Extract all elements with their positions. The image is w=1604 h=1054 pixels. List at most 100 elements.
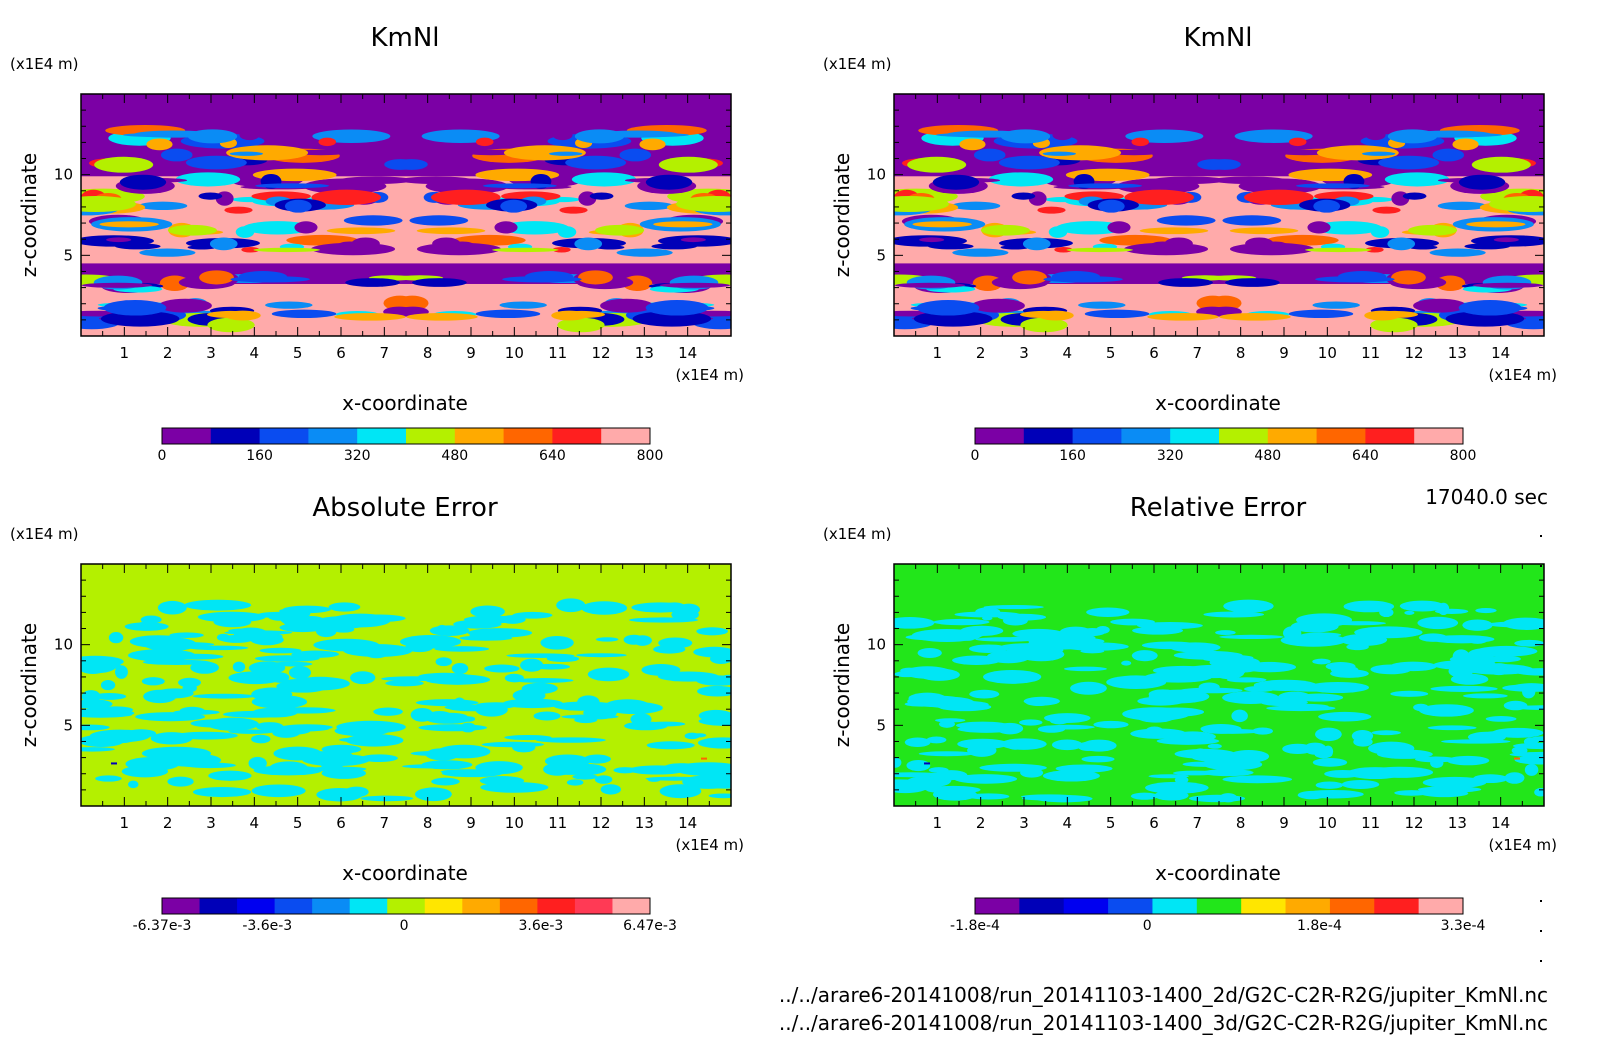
colorbar-label: 6.47e-3	[623, 918, 677, 934]
colorbar-label: 0	[400, 918, 409, 934]
contour-patch	[125, 729, 157, 738]
contour-patch	[675, 196, 731, 213]
contour-patch	[1149, 698, 1167, 703]
contour-patch	[954, 774, 1018, 784]
chart-title: Relative Error	[1130, 493, 1307, 523]
contour-patch	[959, 138, 986, 151]
colorbar-label: 800	[1450, 448, 1477, 464]
contour-patch	[980, 224, 1030, 236]
contour-patch	[1514, 668, 1544, 676]
contour-patch	[646, 721, 686, 727]
contour-patch	[410, 707, 434, 722]
contour-patch	[1068, 183, 1143, 189]
contour-patch	[1156, 215, 1216, 226]
contour-patch	[281, 678, 312, 689]
contour-patch	[1001, 643, 1063, 650]
contour-patch	[273, 746, 322, 761]
contour-patch	[385, 680, 424, 687]
contour-patch	[360, 754, 398, 763]
contour-patch	[158, 298, 212, 313]
x-tick-label: 10	[505, 814, 524, 832]
x-tick-label: 2	[163, 344, 173, 362]
contour-patch	[1432, 148, 1465, 162]
contour-patch	[1315, 276, 1395, 283]
contour-patch	[1202, 769, 1254, 777]
contour-patch	[434, 646, 490, 652]
contour-patch	[1107, 221, 1131, 234]
colorbar-label: 0	[1143, 918, 1152, 934]
contour-patch	[919, 237, 945, 243]
contour-patch	[363, 645, 390, 659]
contour-patch	[981, 616, 993, 621]
x-tick-label: 8	[423, 344, 433, 362]
contour-patch	[251, 784, 306, 798]
colorbar-label: -1.8e-4	[950, 918, 1000, 934]
contour-patch	[141, 677, 165, 686]
contour-patch	[578, 270, 613, 285]
contour-patch	[255, 722, 284, 731]
colorbar-swatch	[1374, 898, 1420, 914]
x-tick-label: 13	[1448, 814, 1467, 832]
contour-patch	[94, 156, 154, 173]
contour-patch	[450, 241, 474, 248]
contour-patch	[1121, 660, 1132, 666]
contour-patch	[206, 717, 259, 731]
contour-patch	[1486, 663, 1512, 676]
contour-patch	[1081, 739, 1117, 752]
colorbar-swatch	[424, 898, 463, 914]
contour-patch	[988, 172, 1054, 187]
x-tick-label: 2	[976, 344, 986, 362]
contour-patch	[1222, 215, 1282, 226]
contour-patch	[1219, 312, 1291, 321]
colorbar-label: 3.3e-4	[1441, 918, 1486, 934]
contour-patch	[1012, 628, 1064, 639]
contour-patch	[969, 644, 1009, 653]
contour-patch	[1151, 241, 1175, 248]
contour-patch	[1139, 227, 1209, 235]
contour-patch	[912, 221, 972, 228]
contour-patch	[952, 248, 1009, 257]
x-tick-label: 12	[1404, 814, 1423, 832]
contour-patch	[1252, 727, 1273, 735]
contour-patch	[1434, 608, 1469, 614]
contour-patch	[1280, 633, 1347, 647]
contour-patch	[630, 713, 652, 726]
contour-patch	[405, 641, 434, 653]
contour-patch	[198, 192, 223, 200]
contour-patch	[1410, 130, 1491, 138]
contour-patch	[350, 671, 376, 685]
contour-patch	[907, 156, 967, 173]
x-tick-label: 11	[548, 344, 567, 362]
colorbar-swatch	[237, 898, 276, 914]
colorbar-swatch	[1414, 428, 1464, 444]
contour-patch	[1124, 189, 1195, 206]
contour-patch	[288, 665, 312, 680]
contour-patch	[894, 671, 920, 678]
contour-patch	[1081, 755, 1115, 763]
x-axis-label: x-coordinate	[342, 861, 468, 885]
x-tick-label: 9	[466, 344, 476, 362]
contour-patch	[1314, 749, 1333, 759]
contour-patch	[1377, 749, 1433, 759]
contour-patch	[475, 137, 494, 147]
chart-panel-4: Relative Error(x1E4 m)1 2 3 4 5 6 7 8 9 10 11 12 13 1…	[823, 493, 1557, 934]
contour-patch	[229, 151, 263, 156]
contour-patch	[957, 738, 1009, 750]
contour-patch	[1408, 224, 1458, 236]
colorbar-swatch	[406, 428, 456, 444]
contour-patch	[1145, 726, 1164, 735]
contour-patch	[1417, 616, 1459, 630]
contour-patch	[197, 611, 266, 623]
contour-patch	[574, 237, 603, 251]
contour-patch	[111, 762, 117, 765]
contour-patch	[587, 667, 630, 682]
contour-patch	[1223, 599, 1274, 613]
contour-patch	[313, 616, 372, 629]
contour-patch	[216, 633, 230, 642]
contour-patch	[213, 617, 252, 628]
contour-patch	[894, 757, 902, 768]
contour-patch	[318, 137, 337, 147]
contour-patch	[1204, 756, 1260, 767]
contour-patch	[680, 237, 706, 243]
y-axis-label: z-coordinate	[830, 153, 854, 277]
